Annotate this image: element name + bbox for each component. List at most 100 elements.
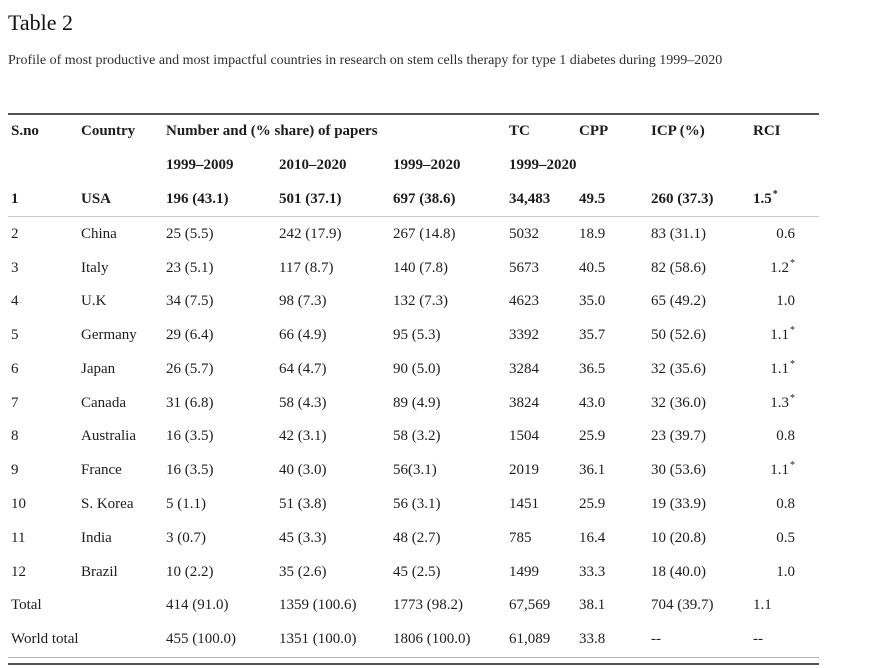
table-row: 5 Germany 29 (6.4) 66 (4.9) 95 (5.3) 3392 35.7… <box>8 319 819 353</box>
cell-papers-1999-2020: 697 (38.6) <box>393 182 509 218</box>
cell-tc: 67,569 <box>509 597 551 614</box>
header-row-1: S.no Country Number and (% share) of paper… <box>8 114 819 149</box>
col-subheader-empty-icp <box>651 149 753 183</box>
cell-cpp: 33.8 <box>579 622 651 658</box>
cell-papers-2010-2020: 35 (2.6) <box>279 563 327 580</box>
cell-rci: 0.8 <box>776 495 795 512</box>
cell-rci: 1.5* <box>753 182 819 218</box>
cell-rci: 1.0 <box>776 563 795 580</box>
cell-sno: 2 <box>11 225 19 242</box>
cell-sno: 8 <box>11 428 19 445</box>
cell-papers-1999-2020: 56(3.1) <box>393 462 437 479</box>
cell-country: U.K <box>81 293 107 310</box>
cell-papers-1999-2020: 58 (3.2) <box>393 428 441 445</box>
cell-sno: 5 <box>11 327 19 344</box>
cell-papers-1999-2009: 196 (43.1) <box>166 182 279 218</box>
cell-tc: 3284 <box>509 360 539 377</box>
cell-papers-2010-2020: 58 (4.3) <box>279 394 327 411</box>
significance-asterisk: * <box>790 257 795 269</box>
cell-tc: 3392 <box>509 327 539 344</box>
cell-papers-1999-2020: 48 (2.7) <box>393 529 441 546</box>
table-head: S.no Country Number and (% share) of paper… <box>8 114 819 183</box>
table-body: 1 USA 196 (43.1) 501 (37.1) 697 (38.6) 34,483… <box>8 182 819 658</box>
cell-country: Japan <box>81 360 116 377</box>
cell-icp: 18 (40.0) <box>651 563 706 580</box>
cell-rci: 1.1* <box>770 325 795 344</box>
col-subheader-1999-2009: 1999–2009 <box>166 157 234 174</box>
cell-icp: 50 (52.6) <box>651 327 706 344</box>
cell-icp: 32 (36.0) <box>651 394 706 411</box>
table-title: Table 2 <box>8 10 74 35</box>
cell-icp: 23 (39.7) <box>651 428 706 445</box>
cell-papers-1999-2009: 5 (1.1) <box>166 495 206 512</box>
col-header-cpp: CPP <box>579 123 609 140</box>
cell-country: India <box>81 529 112 546</box>
col-header-sno: S.no <box>11 123 39 140</box>
cell-papers-2010-2020: 117 (8.7) <box>279 259 334 276</box>
cell-papers-1999-2020: 95 (5.3) <box>393 327 441 344</box>
cell-papers-2010-2020: 51 (3.8) <box>279 495 327 512</box>
significance-asterisk: * <box>772 188 778 200</box>
usa-row: 1 USA 196 (43.1) 501 (37.1) 697 (38.6) 34,483… <box>8 182 819 218</box>
cell-papers-1999-2009: 16 (3.5) <box>166 428 214 445</box>
table-row: 12 Brazil 10 (2.2) 35 (2.6) 45 (2.5) 1499 33.3… <box>8 555 819 589</box>
cell-papers-1999-2020: 1806 (100.0) <box>393 622 509 658</box>
cell-cpp: 40.5 <box>579 259 606 276</box>
cell-papers-2010-2020: 242 (17.9) <box>279 225 342 242</box>
table-row: 9 France 16 (3.5) 40 (3.0) 56(3.1) 2019 36.1 30… <box>8 454 819 488</box>
col-header-icp: ICP (%) <box>651 123 705 140</box>
cell-sno: 6 <box>11 360 19 377</box>
table-row: 10 S. Korea 5 (1.1) 51 (3.8) 56 (3.1) 1451 25.… <box>8 488 819 522</box>
table-container: S.no Country Number and (% share) of paper… <box>8 113 819 665</box>
col-header-papers: Number and (% share) of papers <box>166 123 378 140</box>
col-subheader-empty-country <box>81 149 166 183</box>
table-row: 8 Australia 16 (3.5) 42 (3.1) 58 (3.2) 1504 25… <box>8 420 819 454</box>
cell-papers-2010-2020: 40 (3.0) <box>279 462 327 479</box>
header-row-2: 1999–2009 2010–2020 1999–2020 1999–2020 <box>8 149 819 183</box>
cell-tc: 5032 <box>509 225 539 242</box>
table-row: 11 India 3 (0.7) 45 (3.3) 48 (2.7) 785 16.4 10 … <box>8 521 819 555</box>
cell-sno: 7 <box>11 394 19 411</box>
cell-cpp: 35.0 <box>579 293 606 310</box>
cell-rci: 1.2* <box>770 257 795 276</box>
cell-rci: 0.8 <box>776 428 795 445</box>
cell-tc: 2019 <box>509 462 539 479</box>
cell-papers-1999-2020: 89 (4.9) <box>393 394 441 411</box>
cell-cpp: 16.4 <box>579 529 606 546</box>
cell-tc: 4623 <box>509 293 539 310</box>
cell-country: France <box>81 462 122 479</box>
cell-rci: -- <box>753 622 819 658</box>
cell-country: Germany <box>81 327 137 344</box>
cell-cpp: 18.9 <box>579 225 606 242</box>
cell-icp: 83 (31.1) <box>651 225 706 242</box>
cell-papers-2010-2020: 501 (37.1) <box>279 182 393 218</box>
cell-papers-1999-2020: 140 (7.8) <box>393 259 448 276</box>
cell-papers-1999-2020: 45 (2.5) <box>393 563 441 580</box>
cell-tc: 34,483 <box>509 182 579 218</box>
cell-sno: 4 <box>11 293 19 310</box>
cell-papers-1999-2020: 56 (3.1) <box>393 495 441 512</box>
cell-sno: 10 <box>11 495 26 512</box>
cell-tc: 61,089 <box>509 622 579 658</box>
cell-papers-2010-2020: 1351 (100.0) <box>279 622 393 658</box>
total-row: Total 414 (91.0) 1359 (100.6) 1773 (98.2) 67… <box>8 589 819 623</box>
col-subheader-2010-2020: 2010–2020 <box>279 157 347 174</box>
cell-papers-2010-2020: 66 (4.9) <box>279 327 327 344</box>
col-header-rci: RCI <box>753 123 781 140</box>
cell-tc: 3824 <box>509 394 539 411</box>
cell-icp: 82 (58.6) <box>651 259 706 276</box>
cell-country: Brazil <box>81 563 118 580</box>
cell-sno: Total <box>11 597 42 614</box>
significance-asterisk: * <box>790 358 795 370</box>
cell-tc: 1504 <box>509 428 539 445</box>
cell-icp: 30 (53.6) <box>651 462 706 479</box>
cell-papers-1999-2009: 16 (3.5) <box>166 462 214 479</box>
cell-cpp: 36.1 <box>579 462 606 479</box>
cell-papers-1999-2020: 90 (5.0) <box>393 360 441 377</box>
cell-country: China <box>81 225 117 242</box>
cell-icp: 32 (35.6) <box>651 360 706 377</box>
cell-cpp: 49.5 <box>579 182 651 218</box>
cell-cpp: 25.9 <box>579 428 606 445</box>
cell-papers-1999-2009: 10 (2.2) <box>166 563 214 580</box>
